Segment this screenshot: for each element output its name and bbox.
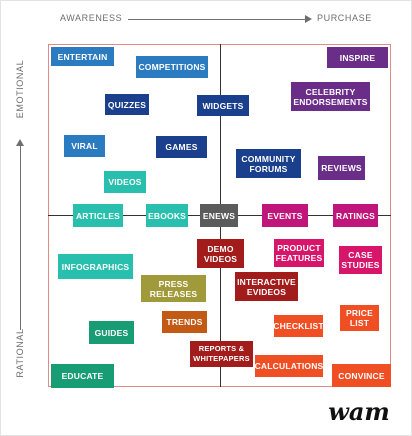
x-axis-arrow-line	[128, 19, 308, 20]
tile-ratings: RATINGS	[333, 204, 378, 227]
x-axis-arrow-icon	[305, 15, 312, 23]
tile-videos: VIDEOS	[104, 171, 146, 193]
tile-convince: CONVINCE	[332, 364, 391, 387]
tile-price-list: PRICE LIST	[340, 305, 379, 331]
tile-reviews: REVIEWS	[318, 156, 365, 180]
tile-competitions: COMPETITIONS	[136, 56, 208, 78]
tile-quizzes: QUIZZES	[105, 94, 149, 115]
wam-logo-icon: wam	[328, 398, 390, 426]
tile-ebooks: EBOOKS	[146, 204, 188, 227]
tile-reports-whitepapers: REPORTS & WHITEPAPERS	[190, 341, 253, 367]
tile-interactive-evideos: INTERACTIVE EVIDEOS	[235, 272, 298, 301]
tile-celebrity-endorsements: CELEBRITY ENDORSEMENTS	[291, 82, 370, 111]
tile-trends: TRENDS	[162, 311, 207, 333]
y-axis-arrow-icon	[16, 139, 24, 146]
tile-inspire: INSPIRE	[327, 47, 388, 68]
tile-articles: ARTICLES	[73, 204, 123, 227]
x-axis-start-label: AWARENESS	[60, 13, 123, 23]
tile-community-forums: COMMUNITY FORUMS	[236, 149, 301, 178]
tile-case-studies: CASE STUDIES	[339, 246, 382, 274]
tile-checklist: CHECKLIST	[273, 315, 324, 337]
y-axis-bottom-label: RATIONAL	[15, 328, 25, 378]
tile-product-features: PRODUCT FEATURES	[274, 239, 324, 267]
y-axis-arrow-line	[20, 145, 21, 330]
x-axis-end-label: PURCHASE	[317, 13, 372, 23]
y-axis-top-label: EMOTIONAL	[15, 59, 25, 119]
tile-guides: GUIDES	[89, 321, 134, 344]
tile-educate: EDUCATE	[51, 364, 114, 388]
tile-demo-videos: DEMO VIDEOS	[197, 239, 244, 268]
tile-calculations: CALCULATIONS	[255, 355, 323, 377]
tile-infographics: INFOGRAPHICS	[58, 254, 133, 279]
tile-games: GAMES	[156, 136, 207, 158]
tile-press-releases: PRESS RELEASES	[141, 275, 206, 302]
tile-entertain: ENTERTAIN	[51, 47, 114, 66]
tile-viral: VIRAL	[64, 135, 105, 157]
tile-enews: ENEWS	[200, 204, 238, 227]
tile-widgets: WIDGETS	[197, 95, 249, 116]
logo-text: wam	[328, 398, 390, 426]
tile-events: EVENTS	[262, 204, 308, 227]
